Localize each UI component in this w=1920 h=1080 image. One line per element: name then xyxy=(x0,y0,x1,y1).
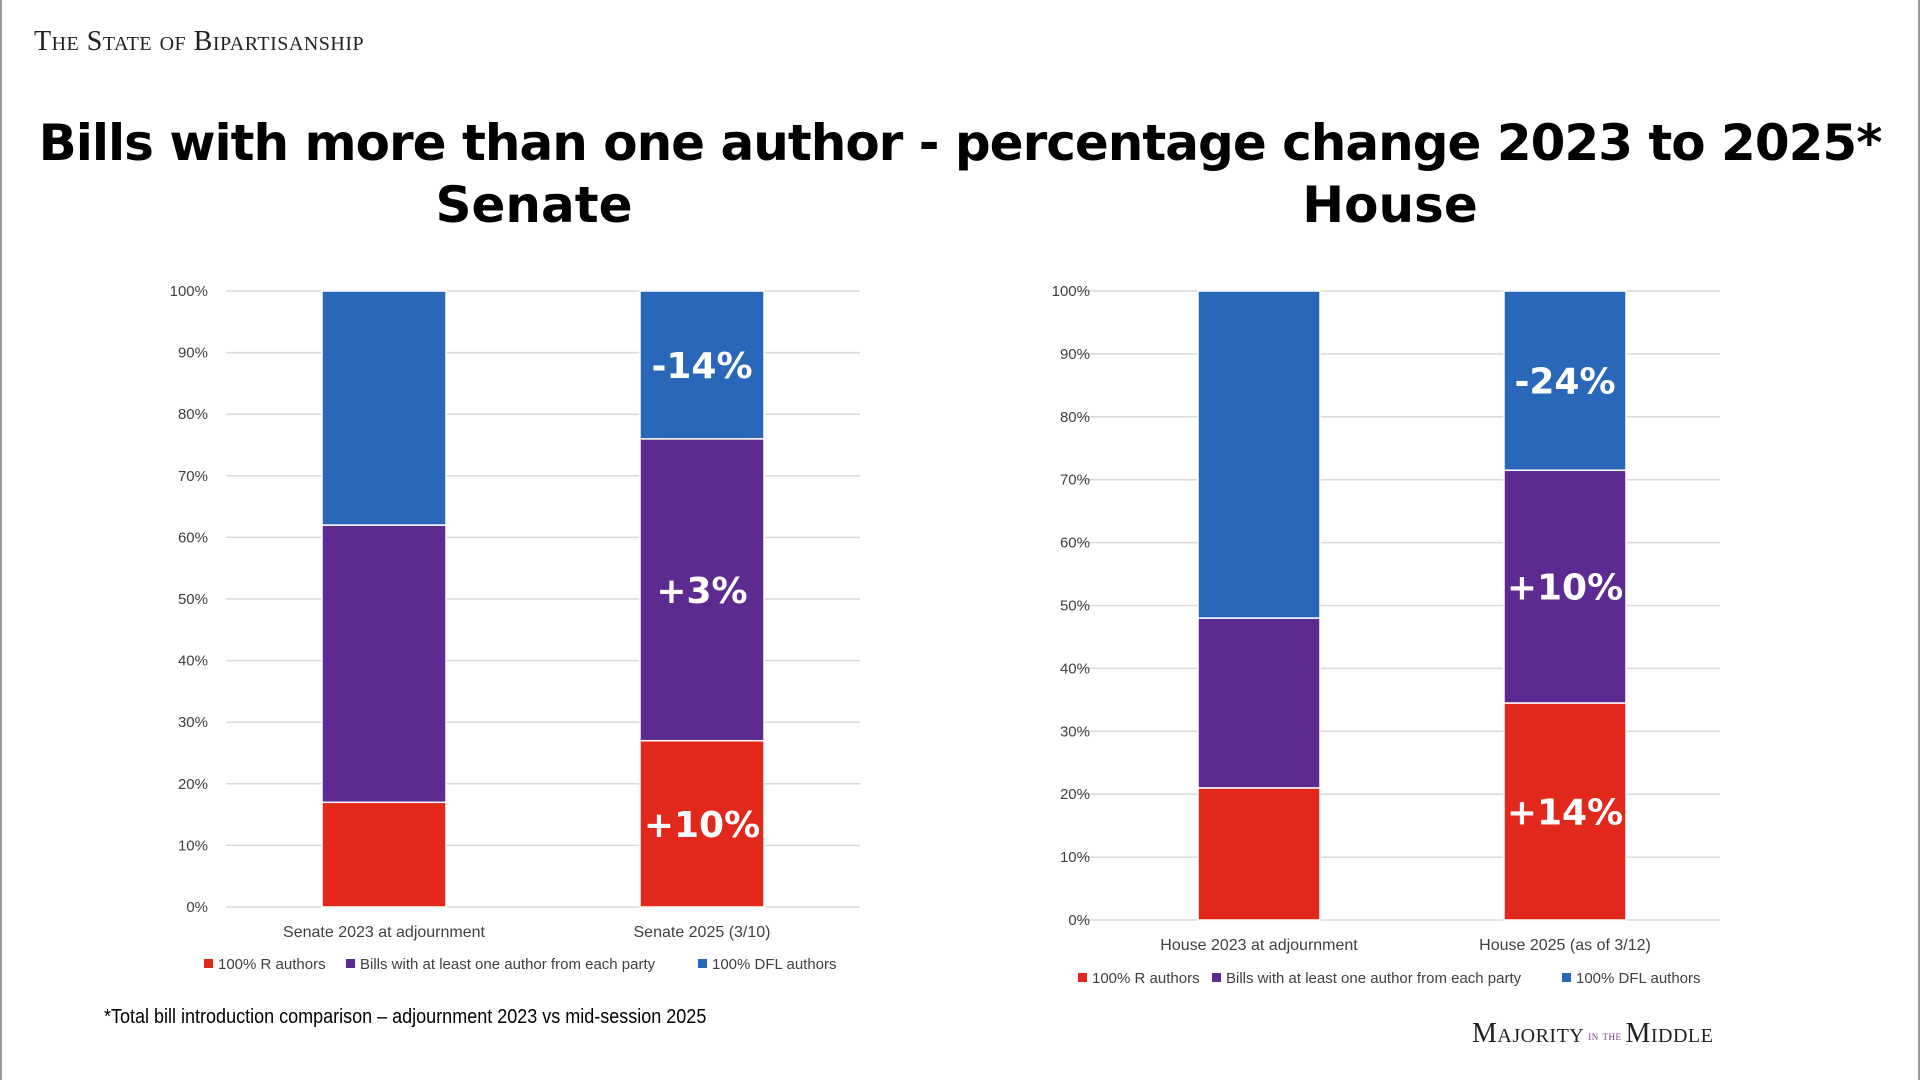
senate-ytick-label: 10% xyxy=(178,837,208,854)
house-legend-swatch-r xyxy=(1078,973,1087,982)
house-ytick-label: 10% xyxy=(1060,849,1090,866)
senate-legend-swatch-r xyxy=(204,959,213,968)
house-bar-r-0 xyxy=(1197,787,1321,921)
house-change-label: +14% xyxy=(1507,792,1623,833)
senate-bar-dfl-0 xyxy=(321,290,447,526)
senate-bar-r-1 xyxy=(639,739,765,908)
house-ytick-label: 80% xyxy=(1060,409,1090,426)
house-chart-title: House xyxy=(1302,176,1478,234)
senate-ytick-label: 0% xyxy=(186,899,208,916)
senate-change-label: +3% xyxy=(656,571,747,612)
senate-bar-dfl-1 xyxy=(639,290,765,440)
house-ytick-label: 40% xyxy=(1060,660,1090,677)
house-bar-both-0 xyxy=(1197,617,1321,789)
senate-ytick-label: 100% xyxy=(170,283,208,300)
senate-ytick-label: 70% xyxy=(178,468,208,485)
house-bar-r-1 xyxy=(1503,702,1627,921)
senate-legend-label-dfl: 100% DFL authors xyxy=(712,956,837,973)
footer-brand-main: Majority xyxy=(1472,1018,1585,1049)
frame-left-border xyxy=(0,0,2,1080)
senate-category-label: Senate 2023 at adjournment xyxy=(283,924,485,941)
senate-ytick-label: 50% xyxy=(178,591,208,608)
footer-brand-small: in the xyxy=(1588,1027,1622,1043)
header-brand: The State of Bipartisanship xyxy=(34,26,365,57)
house-category-label: House 2025 (as of 3/12) xyxy=(1479,937,1651,954)
senate-bar-both-0 xyxy=(321,524,447,804)
house-ytick-label: 70% xyxy=(1060,472,1090,489)
house-legend-label-r: 100% R authors xyxy=(1092,970,1200,987)
house-bar-dfl-0 xyxy=(1197,290,1321,619)
senate-legend-label-r: 100% R authors xyxy=(218,956,326,973)
house-ytick-label: 30% xyxy=(1060,723,1090,740)
senate-legend-swatch-both xyxy=(346,959,355,968)
house-legend-label-dfl: 100% DFL authors xyxy=(1576,970,1701,987)
senate-ytick-label: 80% xyxy=(178,406,208,423)
senate-ytick-label: 90% xyxy=(178,345,208,362)
senate-bar-both-1 xyxy=(639,438,765,742)
senate-ytick-label: 20% xyxy=(178,776,208,793)
footer-brand-end: Middle xyxy=(1625,1018,1714,1049)
senate-ytick-label: 40% xyxy=(178,653,208,670)
house-legend-swatch-dfl xyxy=(1562,973,1571,982)
house-bar-dfl-1 xyxy=(1503,290,1627,472)
frame-right-border xyxy=(1918,0,1920,1080)
house-change-label: +10% xyxy=(1507,568,1623,609)
footer-brand: Majority in the Middle xyxy=(1472,1018,1713,1050)
house-ytick-label: 60% xyxy=(1060,535,1090,552)
senate-chart-title: Senate xyxy=(435,176,633,234)
house-legend-swatch-both xyxy=(1212,973,1221,982)
house-ytick-label: 20% xyxy=(1060,786,1090,803)
senate-legend-label-both: Bills with at least one author from each… xyxy=(360,956,656,973)
house-ytick-label: 100% xyxy=(1052,283,1090,300)
house-ytick-label: 50% xyxy=(1060,598,1090,615)
senate-change-label: +10% xyxy=(644,805,760,846)
footnote: *Total bill introduction comparison – ad… xyxy=(104,1006,707,1028)
senate-category-label: Senate 2025 (3/10) xyxy=(634,924,771,941)
house-change-label: -24% xyxy=(1514,362,1615,403)
house-legend-label-both: Bills with at least one author from each… xyxy=(1226,970,1522,987)
page-title: Bills with more than one author - percen… xyxy=(38,114,1883,172)
senate-change-label: -14% xyxy=(651,346,752,387)
senate-ytick-label: 60% xyxy=(178,529,208,546)
house-ytick-label: 0% xyxy=(1068,912,1090,929)
house-category-label: House 2023 at adjournment xyxy=(1160,937,1358,954)
house-ytick-label: 90% xyxy=(1060,346,1090,363)
senate-legend-swatch-dfl xyxy=(698,959,707,968)
house-bar-both-1 xyxy=(1503,469,1627,704)
senate-ytick-label: 30% xyxy=(178,714,208,731)
